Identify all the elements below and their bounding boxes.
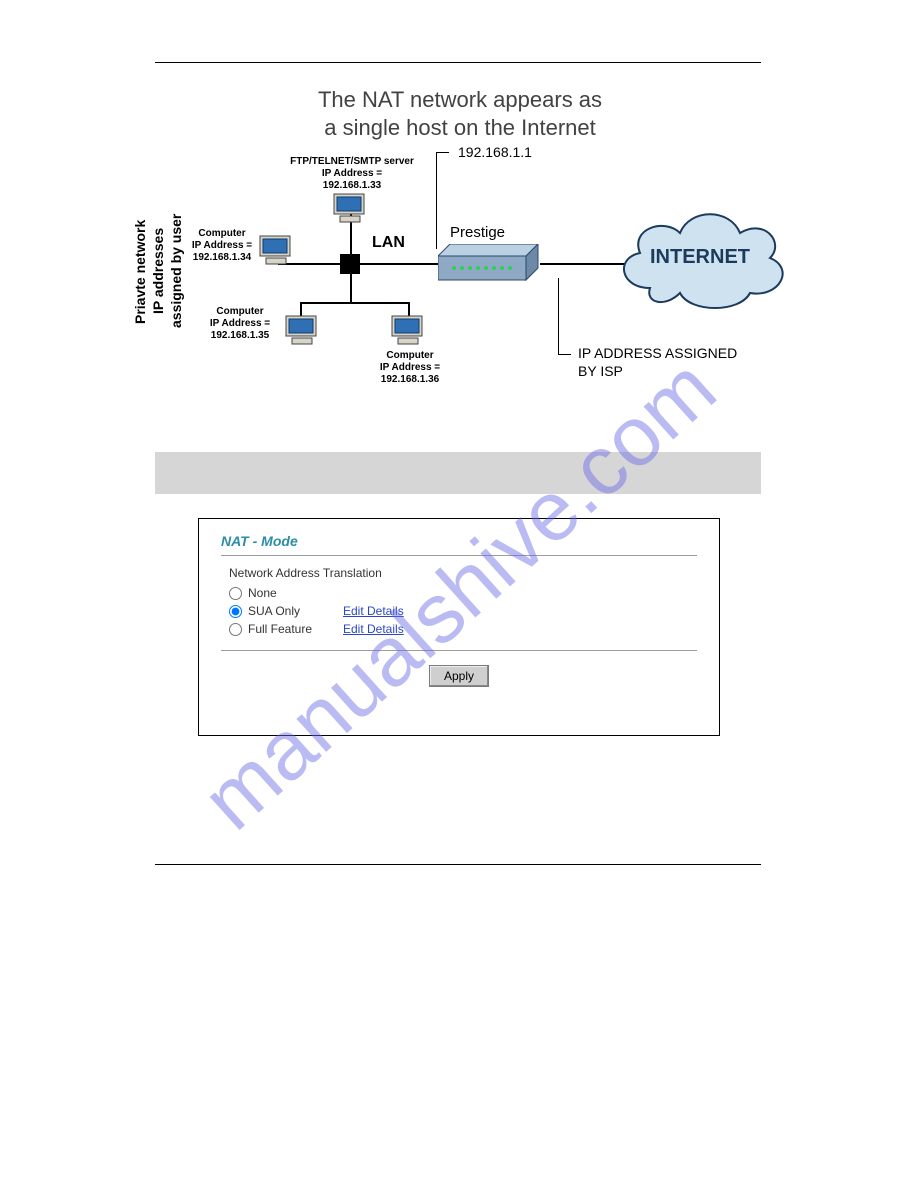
edit-details-link-sua[interactable]: Edit Details <box>343 604 404 618</box>
isp-bracket <box>558 278 571 355</box>
wire-bottom-horizontal <box>300 302 410 304</box>
nat-option-none-row: None <box>229 586 697 600</box>
nat-option-sua-label: SUA Only <box>248 604 343 618</box>
sidebar-text-line1: Priavte network <box>132 220 148 324</box>
apply-button[interactable]: Apply <box>429 665 489 687</box>
server-monitor-icon <box>332 192 368 226</box>
pc-a-monitor-icon <box>258 234 294 268</box>
isp-label: IP ADDRESS ASSIGNED BY ISP <box>578 344 737 380</box>
nat-panel-title: NAT - Mode <box>221 533 697 549</box>
divider <box>221 650 697 651</box>
section-heading-bar <box>155 452 761 494</box>
pc-c-monitor-icon <box>390 314 426 348</box>
pc-c-label: Computer IP Address = 192.168.1.36 <box>370 350 450 386</box>
diagram-title-line2: a single host on the Internet <box>324 115 596 140</box>
nat-network-diagram: The NAT network appears as a single host… <box>120 78 800 408</box>
sidebar-text-line2: IP addresses <box>150 228 166 314</box>
pc-b-monitor-icon <box>284 314 320 348</box>
nat-radio-none[interactable] <box>229 587 242 600</box>
bottom-horizontal-rule <box>155 864 761 865</box>
nat-radio-sua[interactable] <box>229 605 242 618</box>
nat-option-sua-row: SUA Only Edit Details <box>229 604 697 618</box>
document-page: The NAT network appears as a single host… <box>0 0 918 1188</box>
router-icon <box>438 244 546 289</box>
edit-details-link-full[interactable]: Edit Details <box>343 622 404 636</box>
pc-b-label: Computer IP Address = 192.168.1.35 <box>200 306 280 342</box>
isp-line2: BY ISP <box>578 363 623 379</box>
nat-option-full-row: Full Feature Edit Details <box>229 622 697 636</box>
apply-button-wrap: Apply <box>221 665 697 687</box>
internet-label: INTERNET <box>650 246 750 269</box>
wire-switch-down <box>350 274 352 304</box>
wire-switch-to-router <box>360 263 438 265</box>
divider <box>221 555 697 556</box>
router-lan-ip: 192.168.1.1 <box>458 144 532 160</box>
nat-option-none-label: None <box>248 586 343 600</box>
router-label: Prestige <box>450 224 505 241</box>
nat-option-full-label: Full Feature <box>248 622 343 636</box>
diagram-title: The NAT network appears as a single host… <box>120 86 800 141</box>
top-horizontal-rule <box>155 62 761 63</box>
nat-section-label: Network Address Translation <box>229 566 697 580</box>
nat-radio-full[interactable] <box>229 623 242 636</box>
server-label: FTP/TELNET/SMTP server IP Address = 192.… <box>282 156 422 192</box>
switch-icon <box>340 254 360 274</box>
lan-ip-bracket <box>436 152 449 249</box>
diagram-title-line1: The NAT network appears as <box>318 87 602 112</box>
pc-a-label: Computer IP Address = 192.168.1.34 <box>182 228 262 264</box>
lan-label: LAN <box>372 234 405 252</box>
nat-mode-panel: NAT - Mode Network Address Translation N… <box>198 518 720 736</box>
isp-line1: IP ADDRESS ASSIGNED <box>578 345 737 361</box>
